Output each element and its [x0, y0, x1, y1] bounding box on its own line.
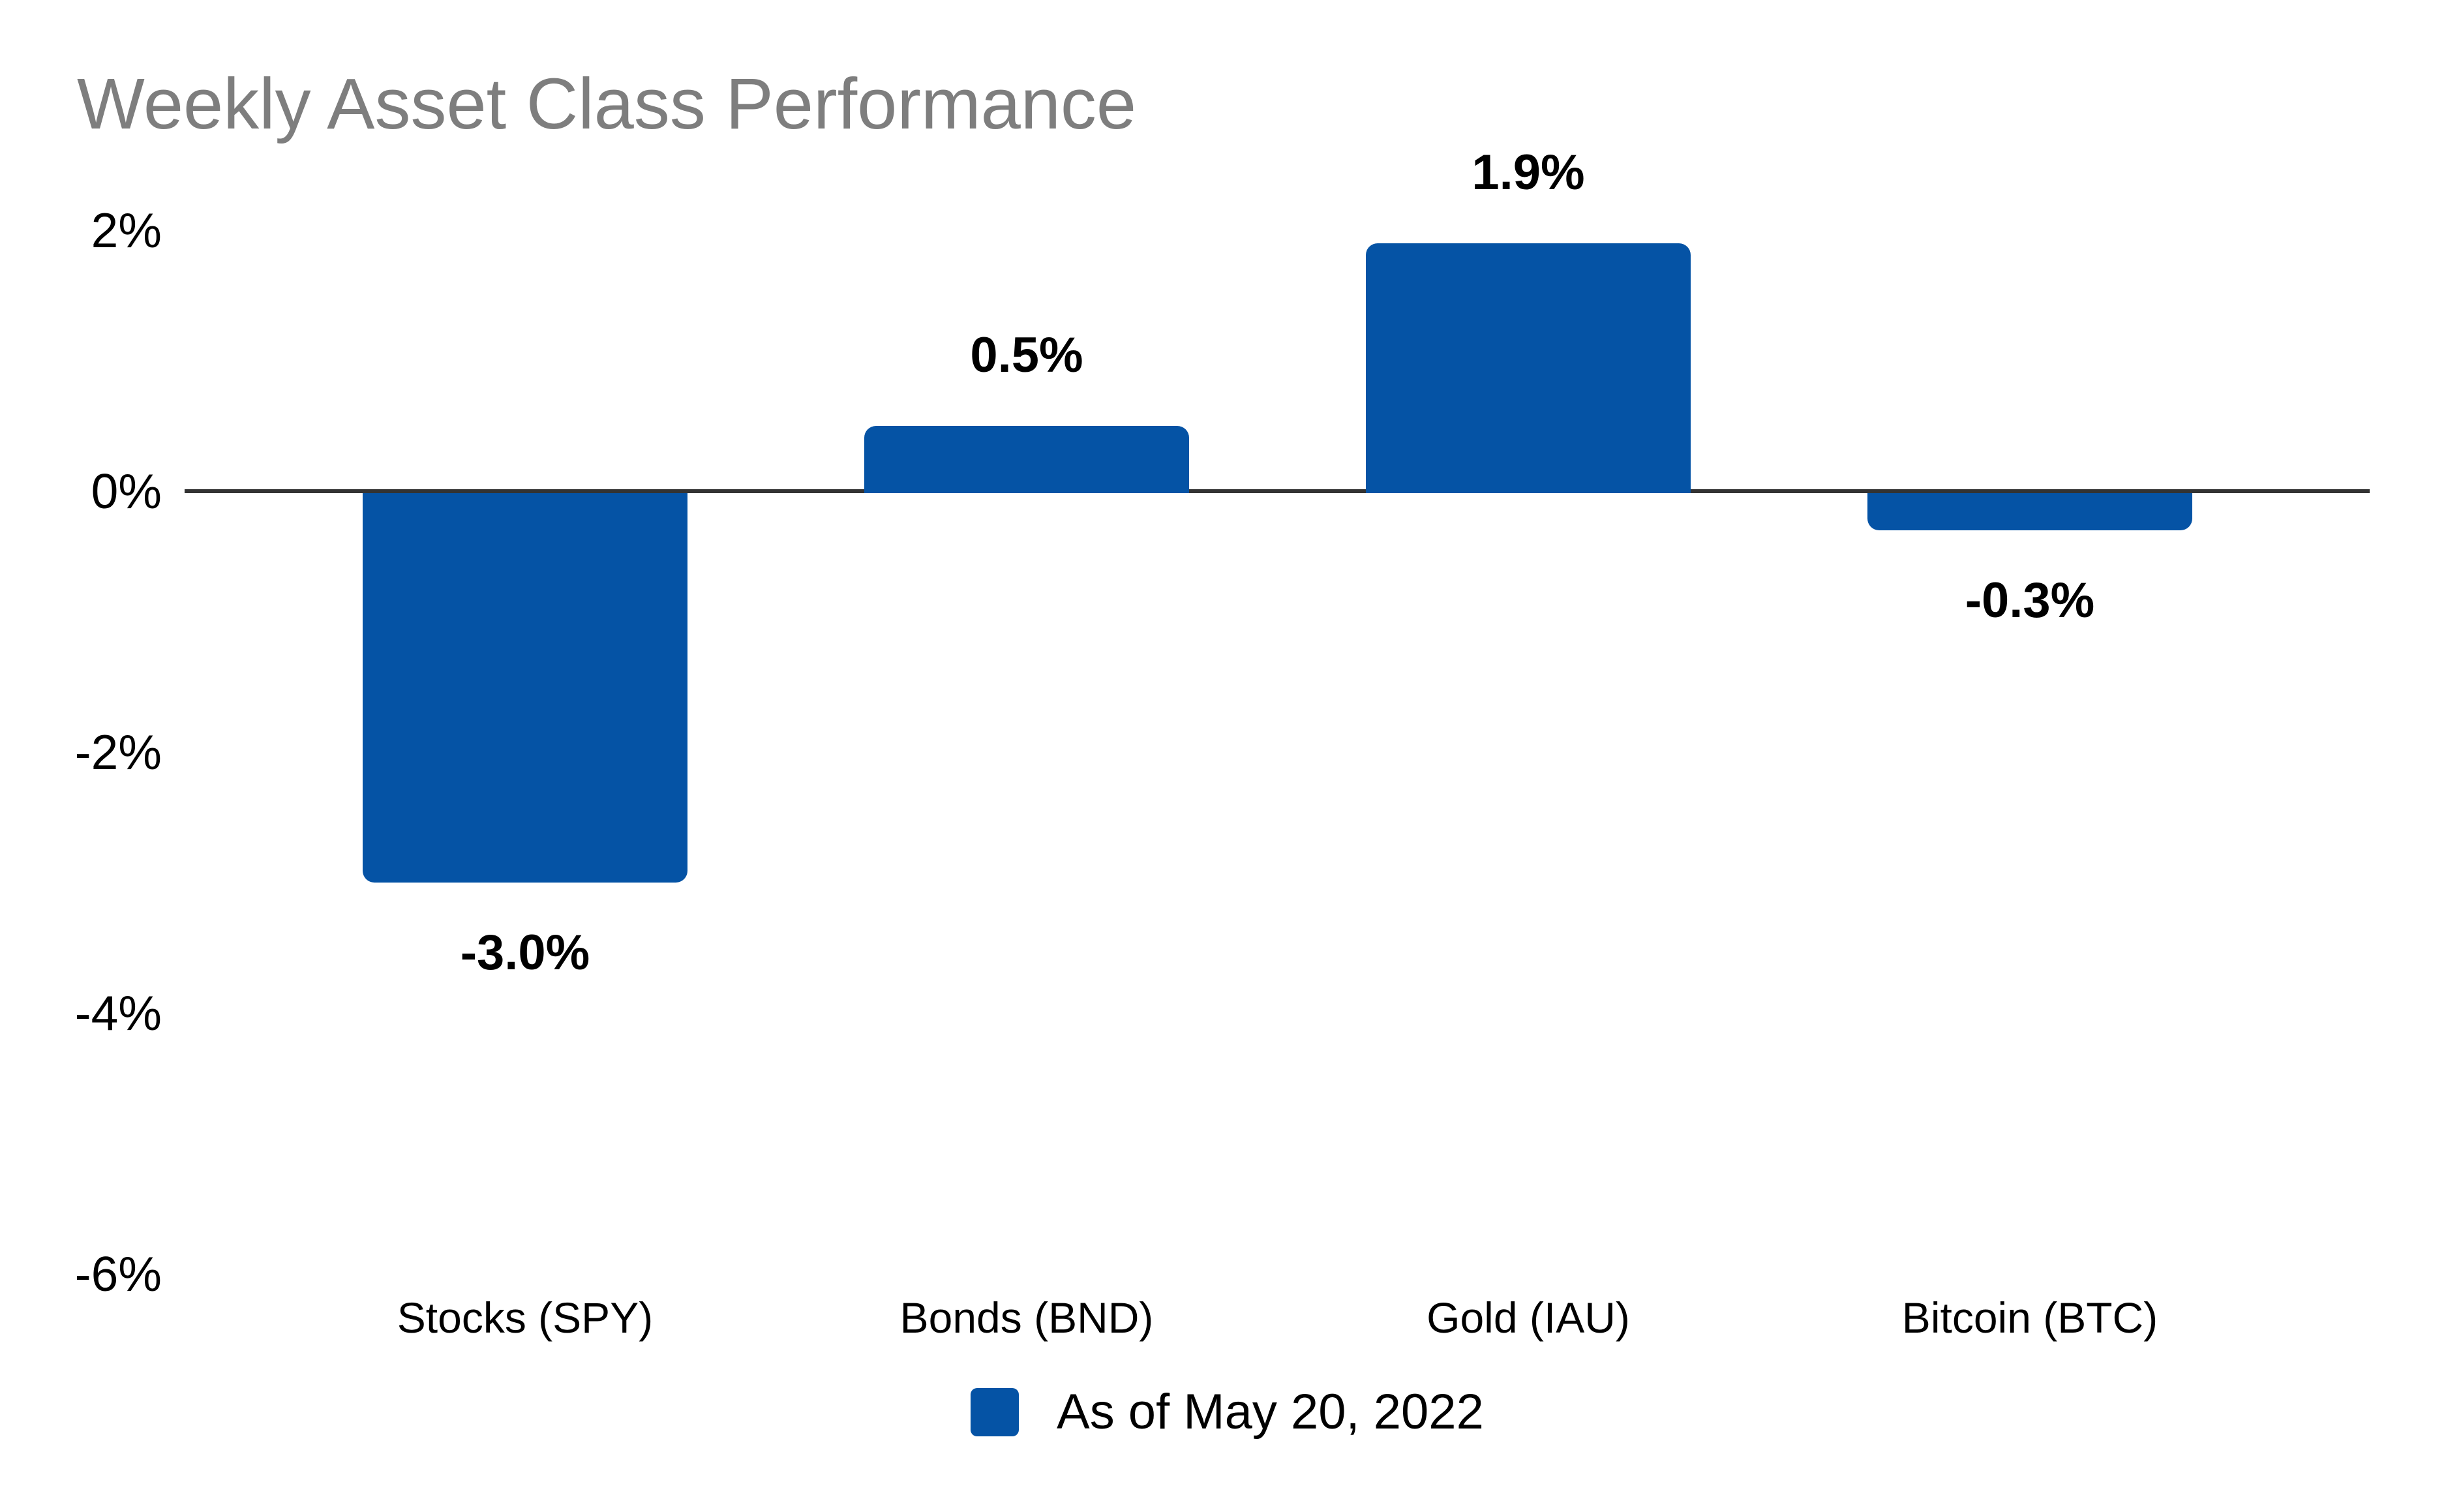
chart-title: Weekly Asset Class Performance [77, 64, 1137, 144]
bar-value-label: -3.0% [460, 925, 590, 980]
y-tick-label: -4% [74, 986, 162, 1040]
bar-0 [363, 493, 687, 883]
bar-value-label: 0.5% [970, 327, 1083, 383]
y-tick-label: -6% [74, 1247, 162, 1301]
y-tick-label: 0% [91, 464, 162, 519]
bar-2 [1366, 243, 1691, 493]
zero-axis-line [185, 489, 2370, 493]
bar-3 [1867, 493, 2192, 530]
y-tick-label: 2% [91, 203, 162, 258]
bar-1 [864, 426, 1189, 493]
x-category-label: Bonds (BND) [899, 1293, 1154, 1342]
x-category-label: Bitcoin (BTC) [1901, 1293, 2158, 1342]
legend-label: As of May 20, 2022 [1057, 1384, 1484, 1440]
x-category-label: Gold (IAU) [1427, 1293, 1630, 1342]
bar-value-label: -0.3% [1965, 573, 2095, 628]
x-category-label: Stocks (SPY) [397, 1293, 654, 1342]
legend-swatch-icon [971, 1388, 1019, 1436]
legend: As of May 20, 2022 [971, 1384, 1484, 1440]
y-tick-label: -2% [74, 725, 162, 779]
bar-value-label: 1.9% [1472, 145, 1585, 200]
